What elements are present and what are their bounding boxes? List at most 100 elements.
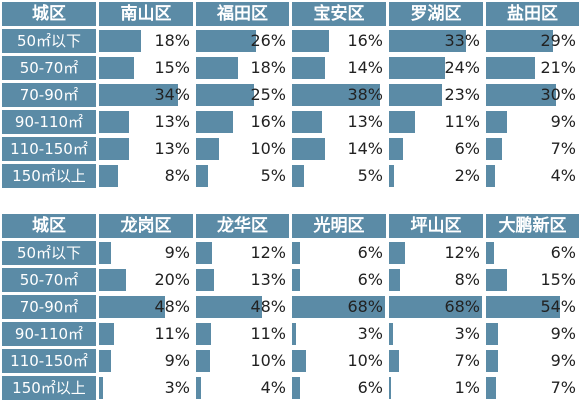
data-bar [389, 57, 445, 79]
data-cell: 3% [292, 322, 386, 346]
data-cell: 5% [196, 164, 289, 188]
data-label: 13% [154, 139, 190, 158]
data-cell: 12% [196, 241, 289, 265]
data-label: 7% [550, 378, 576, 397]
data-cell: 3% [99, 376, 193, 400]
data-label: 4% [550, 166, 576, 185]
data-bar [196, 111, 233, 133]
data-label: 9% [550, 324, 576, 343]
data-bar [99, 30, 141, 52]
data-cell: 12% [389, 241, 483, 265]
data-cell: 26% [196, 29, 289, 53]
data-cell: 18% [196, 56, 289, 80]
data-cell: 23% [389, 83, 483, 107]
data-label: 30% [540, 85, 576, 104]
table-row: 150㎡以上 8% 5% 5% 2% 4% [0, 164, 580, 188]
data-bar [196, 350, 210, 372]
data-cell: 4% [486, 164, 579, 188]
data-cell: 9% [486, 349, 579, 373]
data-bar [486, 269, 507, 291]
data-cell: 11% [196, 322, 289, 346]
data-bar [486, 111, 507, 133]
data-label: 2% [454, 166, 480, 185]
data-bar [292, 350, 306, 372]
data-bar [486, 323, 498, 345]
data-bar [486, 165, 495, 187]
data-cell: 68% [292, 295, 386, 319]
data-label: 13% [250, 270, 286, 289]
column-header: 宝安区 [292, 2, 386, 26]
data-cell: 54% [486, 295, 579, 319]
data-cell: 3% [389, 322, 483, 346]
data-label: 6% [454, 139, 480, 158]
data-cell: 9% [99, 241, 193, 265]
data-cell: 18% [99, 29, 193, 53]
data-bar [99, 350, 111, 372]
data-cell: 11% [389, 110, 483, 134]
data-bar [99, 111, 129, 133]
data-bar [486, 242, 494, 264]
data-bar [292, 269, 300, 291]
data-cell: 48% [196, 295, 289, 319]
row-label: 50-70㎡ [2, 268, 96, 292]
data-cell: 4% [196, 376, 289, 400]
data-bar [389, 138, 403, 160]
header-row: 城区 南山区 福田区 宝安区 罗湖区 盐田区 [0, 2, 580, 26]
row-label: 150㎡以上 [2, 376, 96, 400]
data-bar [292, 138, 325, 160]
data-bar [99, 296, 165, 318]
table-row: 90-110㎡ 13% 16% 13% 11% 9% [0, 110, 580, 134]
data-bar [99, 377, 103, 399]
row-label: 150㎡以上 [2, 164, 96, 188]
data-label: 16% [347, 31, 383, 50]
data-label: 16% [250, 112, 286, 131]
data-bar [99, 269, 126, 291]
data-bar [292, 242, 300, 264]
data-label: 8% [454, 270, 480, 289]
row-label: 90-110㎡ [2, 322, 96, 346]
data-bar [389, 269, 400, 291]
data-cell: 10% [292, 349, 386, 373]
data-label: 15% [540, 270, 576, 289]
column-header: 大鹏新区 [486, 214, 579, 238]
data-bar [292, 377, 300, 399]
data-cell: 14% [292, 137, 386, 161]
data-bar [389, 242, 405, 264]
corner-label: 城区 [2, 2, 96, 26]
data-cell: 15% [99, 56, 193, 80]
data-label: 21% [540, 58, 576, 77]
data-cell: 10% [196, 349, 289, 373]
table-row: 70-90㎡ 34% 25% 38% 23% 30% [0, 83, 580, 107]
data-cell: 20% [99, 268, 193, 292]
data-bar [292, 111, 322, 133]
data-label: 48% [250, 297, 286, 316]
data-cell: 8% [99, 164, 193, 188]
column-header: 盐田区 [486, 2, 579, 26]
data-cell: 25% [196, 83, 289, 107]
data-cell: 16% [196, 110, 289, 134]
data-bar [99, 165, 118, 187]
data-label: 11% [154, 324, 190, 343]
data-bar [292, 57, 325, 79]
data-bar [99, 84, 178, 106]
data-label: 68% [444, 297, 480, 316]
row-label: 50㎡以下 [2, 29, 96, 53]
data-cell: 15% [486, 268, 579, 292]
data-label: 1% [454, 378, 480, 397]
data-cell: 68% [389, 295, 483, 319]
data-bar [292, 165, 304, 187]
data-label: 29% [540, 31, 576, 50]
data-label: 14% [347, 139, 383, 158]
data-bar [196, 296, 262, 318]
table-row: 50-70㎡ 15% 18% 14% 24% 21% [0, 56, 580, 80]
data-bar [389, 111, 415, 133]
data-cell: 13% [99, 110, 193, 134]
data-bar [196, 138, 219, 160]
data-label: 9% [550, 351, 576, 370]
data-label: 23% [444, 85, 480, 104]
data-label: 3% [454, 324, 480, 343]
data-bar [486, 57, 535, 79]
data-bar [486, 138, 502, 160]
data-label: 6% [550, 243, 576, 262]
data-label: 9% [164, 243, 190, 262]
